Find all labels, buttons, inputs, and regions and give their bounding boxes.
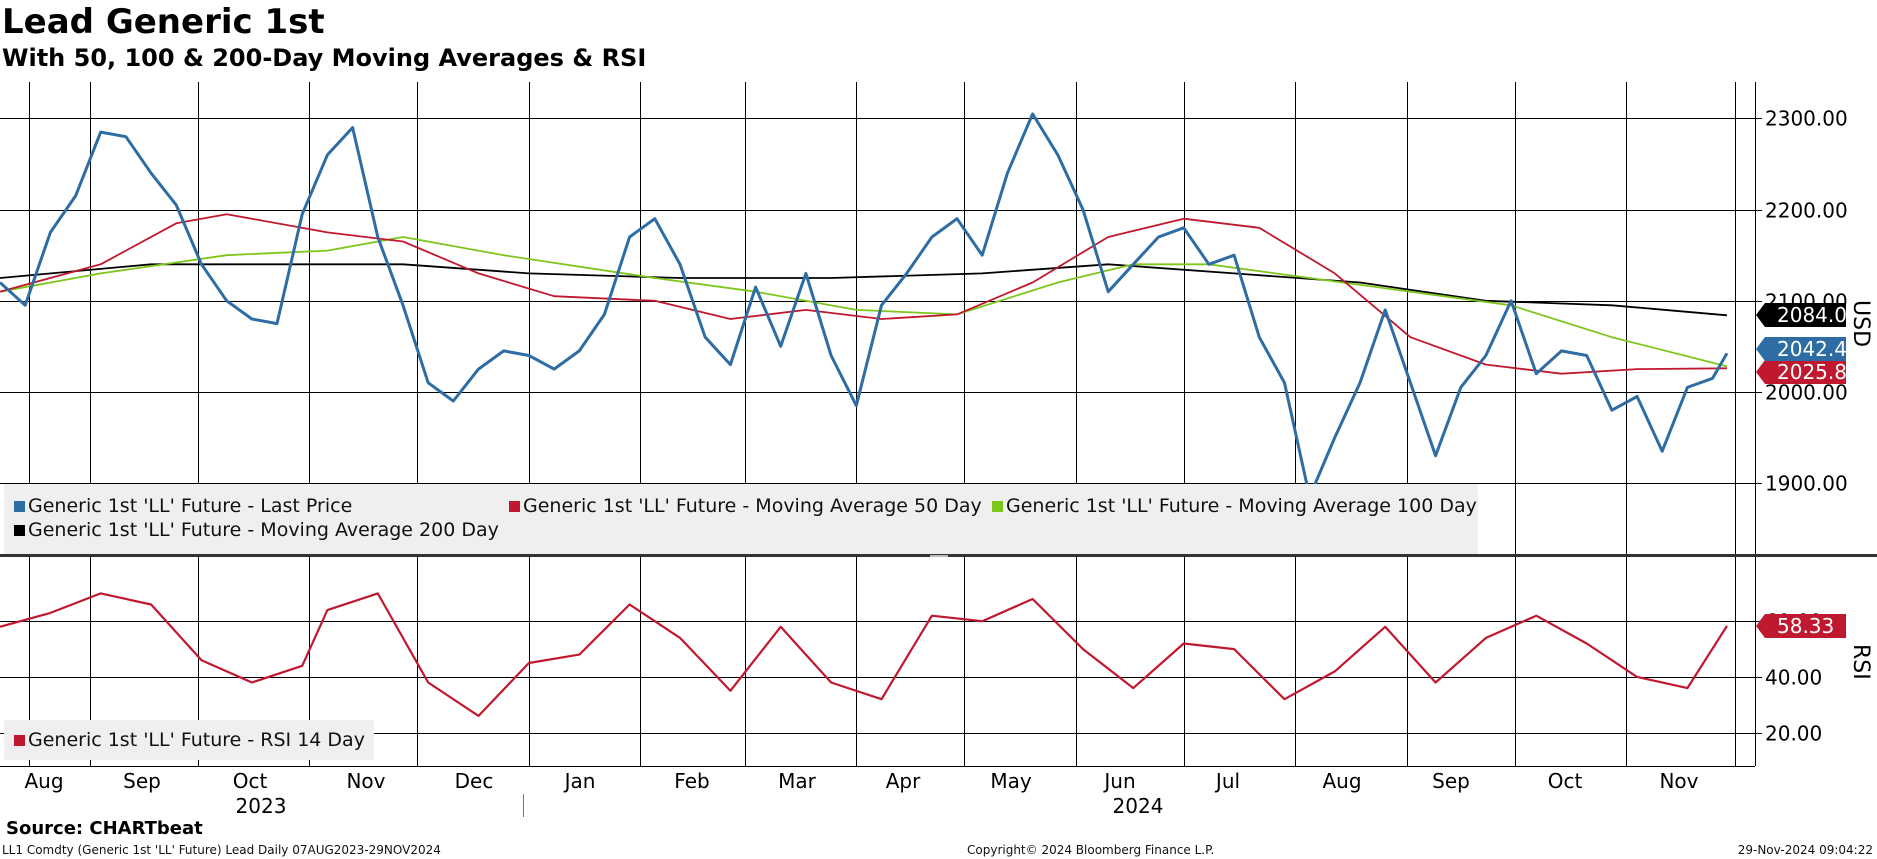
legend-label-ma200: Generic 1st 'LL' Future - Moving Average… <box>28 519 499 541</box>
x-month-label: Feb <box>674 769 709 793</box>
price-y-tick-label: 2000.00 <box>1765 381 1848 405</box>
legend-swatch-ma200 <box>14 525 25 536</box>
legend-label-ma50: Generic 1st 'LL' Future - Moving Average… <box>523 495 982 517</box>
x-month-label: Aug <box>24 769 63 793</box>
copyright: Copyright© 2024 Bloomberg Finance L.P. <box>967 843 1215 857</box>
last-value-rsi: 58.33 <box>1777 614 1834 638</box>
legend-label-last-price: Generic 1st 'LL' Future - Last Price <box>28 495 353 517</box>
legend-item-rsi[interactable]: Generic 1st 'LL' Future - RSI 14 Day <box>14 729 365 751</box>
rsi-axis-unit: RSI <box>1848 644 1873 680</box>
rsi-y-tick-label: 20.00 <box>1765 722 1822 746</box>
last-value-ma200: 2084.08 <box>1777 303 1860 327</box>
x-month-label: Mar <box>778 769 817 793</box>
x-month-label: Nov <box>1659 769 1698 793</box>
x-month-label: Dec <box>455 769 494 793</box>
legend-swatch-last-price <box>14 501 25 512</box>
last-value-last-price-bg <box>1756 337 1846 361</box>
series-line-ma200 <box>0 263 1728 317</box>
series-layer <box>0 112 1729 717</box>
legend-swatch-ma50 <box>509 501 520 512</box>
series-line-ma100 <box>0 236 1728 368</box>
x-month-label: Nov <box>346 769 385 793</box>
price-y-tick-label: 1900.00 <box>1765 472 1848 496</box>
x-month-label: Oct <box>233 769 268 793</box>
series-line-last_price <box>0 112 1729 499</box>
x-month-label: Jan <box>563 769 596 793</box>
x-month-label: Jun <box>1102 769 1135 793</box>
rsi-legend: Generic 1st 'LL' Future - RSI 14 Day <box>4 720 374 760</box>
x-month-label: Sep <box>1432 769 1470 793</box>
last-value-ma50-bg <box>1756 360 1846 384</box>
last-value-ma200-bg <box>1756 303 1846 327</box>
x-year-label: 2023 <box>236 794 287 818</box>
legend-label-rsi: Generic 1st 'LL' Future - RSI 14 Day <box>28 729 365 751</box>
price-legend: Generic 1st 'LL' Future - Last Price Gen… <box>4 484 1478 554</box>
legend-swatch-ma100 <box>992 501 1003 512</box>
x-month-label: Jul <box>1214 769 1240 793</box>
axis-layer: 2300.002200.002100.002000.001900.0060.00… <box>0 82 1877 818</box>
x-month-label: Aug <box>1322 769 1361 793</box>
chart-subtitle: With 50, 100 & 200-Day Moving Averages &… <box>2 44 647 72</box>
price-y-tick-label: 2300.00 <box>1765 107 1848 131</box>
x-month-label: Sep <box>123 769 161 793</box>
legend-label-ma100: Generic 1st 'LL' Future - Moving Average… <box>1006 495 1477 517</box>
grid-layer <box>0 82 1755 766</box>
series-line-rsi <box>0 592 1728 717</box>
timestamp: 29-Nov-2024 09:04:22 <box>1737 843 1873 857</box>
panel-splitter-handle <box>930 555 948 557</box>
last-value-rsi-bg <box>1756 614 1846 638</box>
legend-item-ma200[interactable]: Generic 1st 'LL' Future - Moving Average… <box>14 519 499 541</box>
last-value-ma50: 2025.87 <box>1777 360 1860 384</box>
series-line-ma50 <box>0 213 1728 375</box>
source-label: Source: CHARTbeat <box>6 818 203 839</box>
legend-item-last-price[interactable]: Generic 1st 'LL' Future - Last Price <box>14 495 352 517</box>
x-month-label: Oct <box>1548 769 1583 793</box>
last-value-last-price: 2042.48 <box>1777 337 1860 361</box>
x-month-label: Apr <box>886 769 921 793</box>
legend-item-ma100[interactable]: Generic 1st 'LL' Future - Moving Average… <box>992 495 1477 517</box>
price-axis-unit: USD <box>1848 300 1873 347</box>
security-info: LL1 Comdty (Generic 1st 'LL' Future) Lea… <box>2 843 441 857</box>
rsi-y-tick-label: 40.00 <box>1765 666 1822 690</box>
legend-swatch-rsi <box>14 735 25 746</box>
price-y-tick-label: 2200.00 <box>1765 199 1848 223</box>
legend-item-ma50[interactable]: Generic 1st 'LL' Future - Moving Average… <box>509 495 982 517</box>
chart-title: Lead Generic 1st <box>2 2 325 42</box>
x-year-label: 2024 <box>1113 794 1164 818</box>
x-month-label: May <box>990 769 1032 793</box>
